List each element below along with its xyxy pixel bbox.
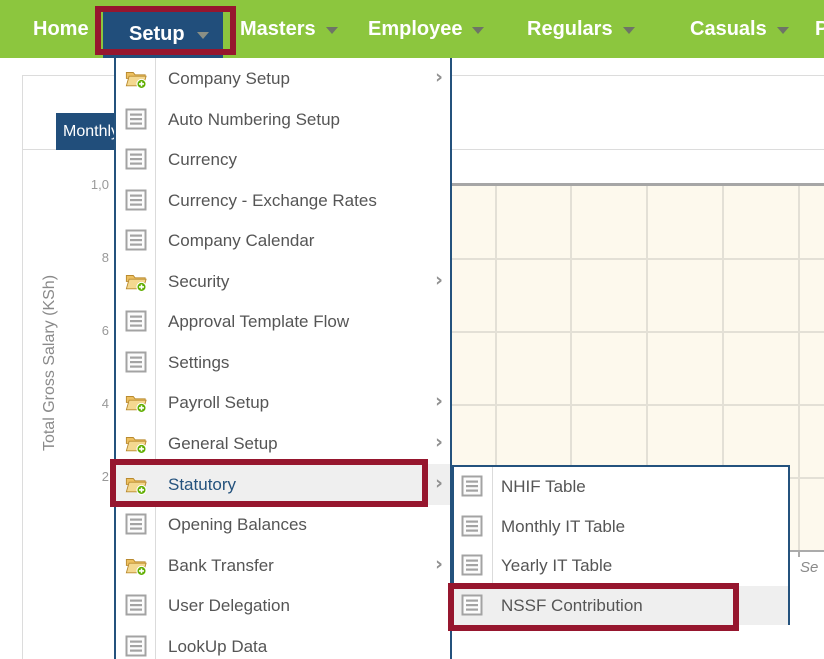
- y-axis-tick-label: 1,0: [90, 177, 109, 192]
- submenu-item-yearly-it-table[interactable]: Yearly IT Table: [454, 546, 788, 586]
- y-axis-tick-label: 6: [101, 323, 109, 338]
- submenu-arrow-icon: ›: [435, 390, 443, 413]
- nav-item-regulars[interactable]: Regulars: [527, 0, 635, 58]
- menu-item-lookup-data[interactable]: LookUp Data: [116, 626, 450, 659]
- document-icon: [125, 594, 147, 616]
- submenu-arrow-icon: ›: [435, 552, 443, 575]
- document-icon: [125, 229, 147, 251]
- menu-item-approval-template-flow[interactable]: Approval Template Flow: [116, 301, 450, 342]
- gridline: [114, 331, 824, 333]
- submenu-arrow-icon: ›: [435, 471, 443, 494]
- statutory-submenu: NHIF Table Monthly IT Table Yearly IT Ta…: [452, 465, 790, 625]
- nav-item-employee[interactable]: Employee: [368, 0, 485, 58]
- submenu-arrow-icon: ›: [435, 268, 443, 291]
- document-icon: [125, 148, 147, 170]
- chevron-down-icon: [325, 27, 338, 34]
- menu-item-company-setup[interactable]: Company Setup ›: [116, 58, 450, 99]
- nav-item-label: Regulars: [527, 17, 613, 40]
- nav-item-label: Home: [33, 17, 89, 40]
- y-axis-tick-label: 8: [101, 250, 109, 265]
- y-axis-title: Total Gross Salary (KSh): [41, 274, 58, 452]
- folder-plus-icon: [125, 554, 147, 576]
- nav-item-home[interactable]: Home: [33, 0, 89, 58]
- y-axis-tick-label: 2: [101, 469, 109, 484]
- folder-plus-icon: [125, 391, 147, 413]
- submenu-item-nssf-contribution[interactable]: NSSF Contribution: [454, 585, 788, 625]
- document-icon: [461, 515, 483, 537]
- nav-item-partial[interactable]: P: [815, 0, 824, 58]
- nav-item-label: Masters: [240, 17, 316, 40]
- menu-item-currency[interactable]: Currency: [116, 139, 450, 180]
- menu-item-company-calendar[interactable]: Company Calendar: [116, 220, 450, 261]
- document-icon: [125, 513, 147, 535]
- gridline: [114, 258, 824, 260]
- nav-item-label: P: [815, 17, 824, 40]
- menu-item-payroll-setup[interactable]: Payroll Setup ›: [116, 382, 450, 423]
- nav-item-masters[interactable]: Masters: [240, 0, 338, 58]
- document-icon: [125, 108, 147, 130]
- submenu-arrow-icon: ›: [435, 431, 443, 453]
- document-icon: [125, 635, 147, 657]
- chevron-down-icon: [776, 27, 789, 34]
- menu-item-bank-transfer[interactable]: Bank Transfer ›: [116, 545, 450, 586]
- card-left-border: [22, 75, 23, 659]
- axis-tick: [798, 552, 800, 557]
- gridline: [798, 186, 800, 550]
- menu-item-statutory[interactable]: Statutory ›: [116, 463, 450, 505]
- folder-plus-icon: [125, 270, 147, 292]
- menu-item-security[interactable]: Security ›: [116, 261, 450, 302]
- gridline: [570, 186, 572, 550]
- submenu-arrow-icon: ›: [435, 66, 443, 88]
- menu-item-auto-numbering-setup[interactable]: Auto Numbering Setup: [116, 99, 450, 140]
- gridline: [495, 186, 497, 550]
- document-icon: [461, 594, 483, 616]
- submenu-item-monthly-it-table[interactable]: Monthly IT Table: [454, 507, 788, 547]
- chevron-down-icon: [472, 27, 485, 34]
- tab-monthly[interactable]: Monthly: [56, 113, 116, 150]
- folder-plus-icon: [125, 432, 147, 454]
- menu-divider: [492, 467, 493, 623]
- menu-item-opening-balances[interactable]: Opening Balances: [116, 504, 450, 545]
- gridline: [722, 186, 724, 550]
- nav-item-label: Employee: [368, 17, 463, 40]
- document-icon: [125, 310, 147, 332]
- document-icon: [461, 554, 483, 576]
- chart-top-border: [114, 183, 824, 186]
- submenu-item-nhif-table[interactable]: NHIF Table: [454, 467, 788, 507]
- menu-divider: [155, 58, 156, 659]
- document-icon: [125, 351, 147, 373]
- folder-plus-icon: [125, 67, 147, 89]
- menu-item-settings[interactable]: Settings: [116, 342, 450, 383]
- top-nav-bar: Home Setup Masters Employee Regulars Cas…: [0, 0, 824, 58]
- nav-item-setup[interactable]: Setup: [103, 10, 223, 58]
- document-icon: [125, 189, 147, 211]
- chevron-down-icon: [196, 32, 209, 39]
- y-axis-tick-label: 4: [101, 396, 109, 411]
- nav-item-label: Casuals: [690, 17, 767, 40]
- gridline: [114, 404, 824, 406]
- chevron-down-icon: [622, 27, 635, 34]
- nav-item-label: Setup: [129, 22, 185, 45]
- nav-item-casuals[interactable]: Casuals: [690, 0, 789, 58]
- menu-item-currency-exchange-rates[interactable]: Currency - Exchange Rates: [116, 180, 450, 221]
- setup-dropdown-menu: Company Setup › Auto Numbering Setup Cur…: [114, 58, 452, 659]
- gridline: [646, 186, 648, 550]
- menu-item-general-setup[interactable]: General Setup ›: [116, 423, 450, 464]
- folder-plus-icon: [125, 473, 147, 495]
- menu-item-user-delegation[interactable]: User Delegation: [116, 585, 450, 626]
- document-icon: [461, 475, 483, 497]
- x-axis-tick-label: Se: [800, 559, 819, 576]
